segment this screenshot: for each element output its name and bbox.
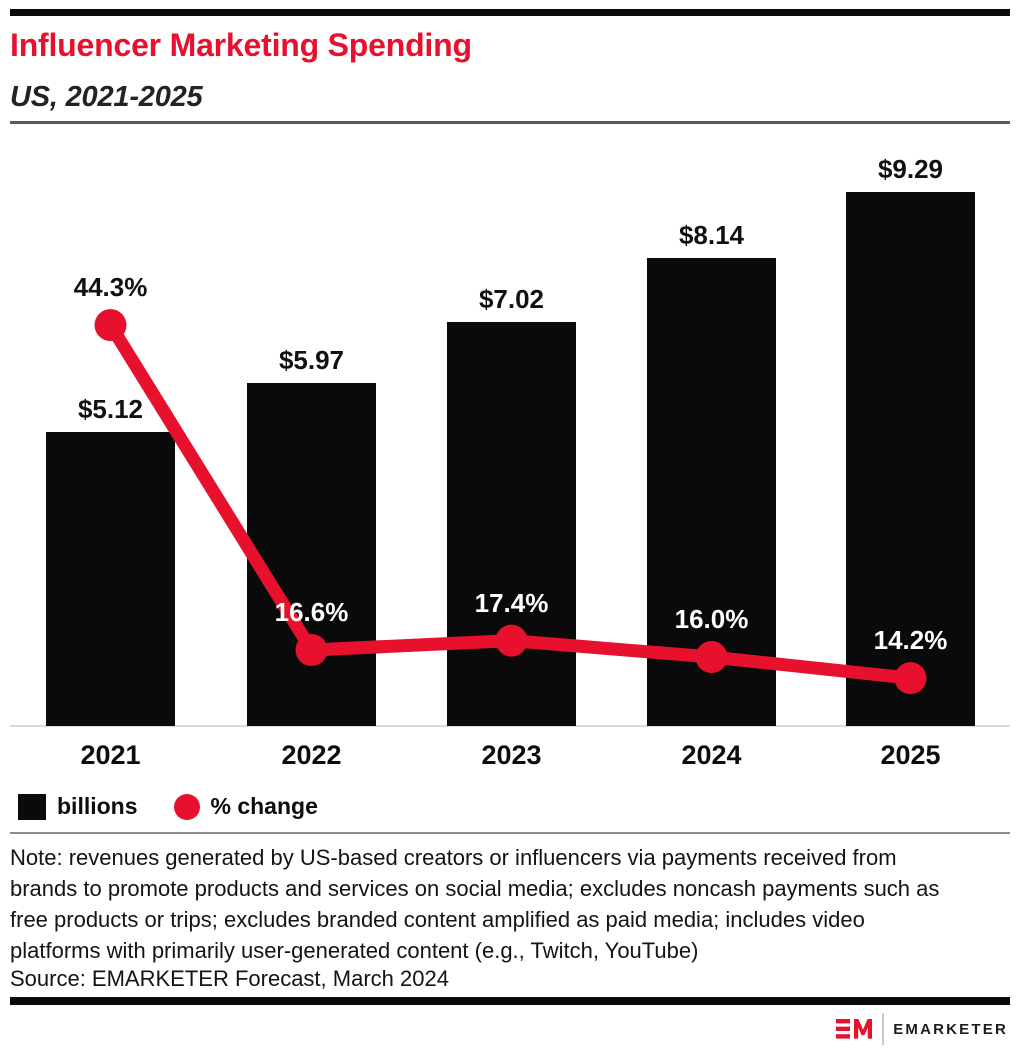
x-axis-label: 2023	[481, 740, 542, 770]
note-line: platforms with primarily user-generated …	[10, 938, 699, 963]
x-axis-label: 2022	[281, 740, 342, 770]
pct-change-point	[894, 662, 927, 695]
bar-value-label: $9.29	[877, 154, 944, 184]
x-axis-label: 2025	[880, 740, 941, 770]
pct-change-line	[104, 321, 912, 685]
pct-change-point	[495, 624, 528, 657]
bar-value-label: $5.97	[278, 344, 345, 375]
top-accent-bar	[10, 9, 1010, 16]
bar-2023	[447, 322, 576, 726]
legend-swatch-circle	[173, 793, 200, 820]
note-line: brands to promote products and services …	[10, 876, 940, 901]
legend-item-1: % change	[173, 793, 318, 820]
bar-value-label: $7.02	[478, 284, 545, 315]
emarketer-em-icon	[836, 1019, 873, 1039]
logo-wordmark: EMARKETER	[893, 1020, 1008, 1038]
bar-value-label: $5.12	[77, 393, 144, 424]
bar-2025	[846, 192, 975, 726]
bottom-accent-bar	[10, 997, 1010, 1005]
emarketer-logo: EMARKETER	[836, 1012, 1008, 1046]
bar-2022	[247, 382, 376, 726]
legend-label: billions	[57, 793, 138, 819]
pct-change-point	[94, 309, 127, 342]
legend-divider	[10, 832, 1010, 834]
x-axis-label: 2024	[681, 740, 742, 770]
bar-2024	[647, 258, 776, 726]
pct-change-point	[295, 634, 328, 666]
header-divider	[10, 121, 1010, 124]
bar-2021	[46, 431, 175, 726]
source-text: Source: EMARKETER Forecast, March 2024	[10, 966, 449, 991]
x-axis-baseline	[10, 725, 1010, 727]
legend-label: % change	[210, 793, 318, 819]
pct-change-label: 14.2%	[873, 625, 948, 656]
pct-change-label: 16.0%	[674, 604, 749, 635]
pct-change-point	[695, 641, 728, 674]
pct-change-label: 17.4%	[474, 587, 549, 618]
pct-change-label: 44.3%	[73, 272, 148, 303]
chart-legend: billions % change	[18, 793, 318, 820]
page-title: Influencer Marketing Spending	[10, 27, 472, 63]
note-text: Note: revenues generated by US-based cre…	[10, 842, 1015, 966]
logo-divider	[882, 1013, 885, 1045]
legend-item-0: billions	[18, 793, 138, 820]
pct-change-label: 16.6%	[274, 597, 349, 627]
x-axis-label: 2021	[80, 740, 141, 770]
bar-value-label: $8.14	[678, 220, 745, 251]
note-line: Note: revenues generated by US-based cre…	[10, 845, 897, 870]
note-line: free products or trips; excludes branded…	[10, 907, 865, 932]
legend-swatch-square	[18, 793, 46, 820]
page-subtitle: US, 2021-2025	[10, 81, 203, 113]
